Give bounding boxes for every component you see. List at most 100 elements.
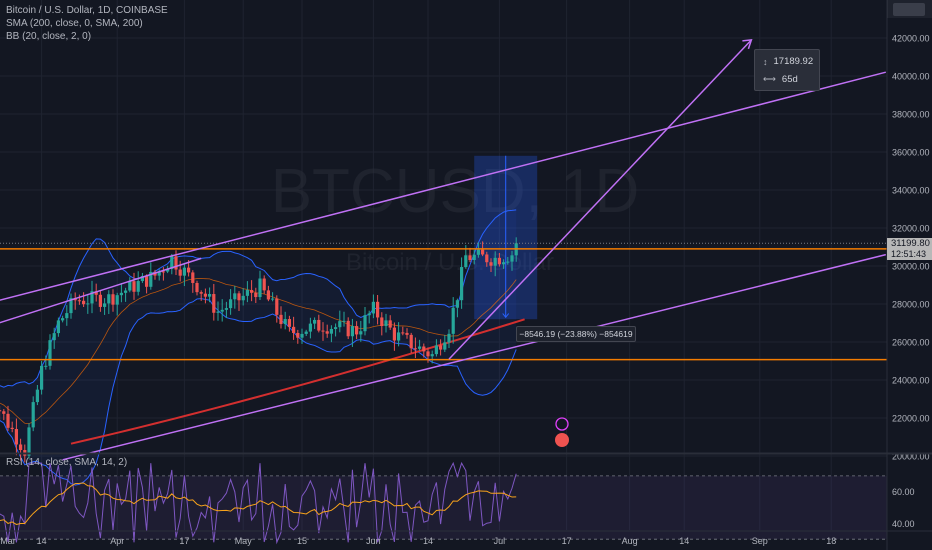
x-tick-label: 14 bbox=[679, 536, 689, 546]
candle-body bbox=[195, 282, 199, 293]
candle-body bbox=[237, 293, 241, 301]
bb-fill bbox=[0, 209, 517, 486]
candle-body bbox=[52, 333, 56, 341]
y-tick-label: 20000.00 bbox=[892, 452, 930, 462]
candle-body bbox=[329, 328, 333, 334]
candle-body bbox=[506, 261, 510, 263]
candle-body bbox=[14, 429, 18, 445]
candle-body bbox=[271, 298, 275, 300]
candle-body bbox=[497, 257, 501, 265]
x-tick-label: Sep bbox=[752, 536, 768, 546]
candle-body bbox=[10, 427, 14, 430]
last-price-tag: 31199.80 12:51:43 bbox=[887, 238, 932, 260]
candle-body bbox=[245, 290, 249, 296]
candle-body bbox=[241, 295, 245, 301]
candle-body bbox=[224, 308, 228, 310]
candle-body bbox=[308, 323, 312, 332]
candle-body bbox=[191, 272, 195, 283]
candle-body bbox=[115, 295, 119, 305]
candle-body bbox=[98, 294, 102, 307]
candle-body bbox=[170, 256, 174, 269]
candle-body bbox=[250, 290, 254, 293]
candle-body bbox=[124, 290, 128, 293]
candle-body bbox=[182, 267, 186, 276]
candle-body bbox=[392, 327, 396, 341]
candle-body bbox=[489, 262, 493, 266]
tooltip-bars: 65d bbox=[781, 74, 798, 85]
candle-body bbox=[418, 346, 422, 349]
grid-lines bbox=[0, 0, 887, 530]
rsi-sma-line bbox=[0, 482, 517, 525]
candle-body bbox=[149, 271, 153, 287]
candle-body bbox=[321, 330, 325, 332]
candle-body bbox=[166, 268, 170, 272]
y-tick-label: 32000.00 bbox=[892, 224, 930, 234]
candle-body bbox=[413, 348, 417, 350]
x-tick-label: 17 bbox=[562, 536, 572, 546]
candle-body bbox=[397, 332, 401, 341]
x-tick-label: May bbox=[235, 536, 253, 546]
vertical-range-icon: ↕ bbox=[763, 56, 768, 67]
bb-legend[interactable]: BB (20, close, 2, 0) bbox=[6, 31, 92, 42]
candle-body bbox=[86, 303, 90, 305]
candle-body bbox=[2, 411, 6, 414]
y-tick-label: 30000.00 bbox=[892, 262, 930, 272]
candle-body bbox=[502, 262, 506, 265]
candle-body bbox=[359, 331, 363, 335]
candle-body bbox=[325, 331, 329, 334]
candle-body bbox=[27, 427, 31, 456]
x-tick-label: 15 bbox=[297, 536, 307, 546]
candles[interactable] bbox=[0, 237, 518, 463]
candle-body bbox=[136, 281, 140, 292]
candle-body bbox=[355, 326, 359, 335]
candle-body bbox=[363, 315, 367, 332]
candle-body bbox=[275, 298, 279, 315]
candle-body bbox=[35, 389, 39, 403]
symbol-watermark: BTCUSD, 1D Bitcoin / U.S. Dollar bbox=[271, 157, 640, 276]
y-tick-label: 22000.00 bbox=[892, 414, 930, 424]
candle-body bbox=[296, 332, 300, 338]
candle-body bbox=[203, 293, 207, 297]
candle-body bbox=[229, 299, 233, 309]
symbol-legend[interactable]: Bitcoin / U.S. Dollar, 1D, COINBASE bbox=[6, 5, 168, 16]
candle-body bbox=[346, 320, 350, 337]
candle-body bbox=[371, 301, 375, 314]
watermark-name: Bitcoin / U.S. Dollar bbox=[346, 249, 554, 276]
candle-body bbox=[69, 298, 73, 314]
candle-body bbox=[31, 402, 35, 428]
rsi-legend[interactable]: RSI (14, close, SMA, 14, 2) bbox=[6, 457, 128, 468]
y-tick-label: 34000.00 bbox=[892, 186, 930, 196]
candle-body bbox=[481, 249, 485, 255]
candle-body bbox=[254, 292, 258, 298]
candle-body bbox=[405, 332, 409, 335]
candle-body bbox=[119, 292, 123, 296]
candle-body bbox=[334, 327, 338, 329]
scale-button[interactable] bbox=[893, 3, 925, 16]
candle-body bbox=[279, 314, 283, 325]
candle-body bbox=[262, 278, 266, 291]
sma-legend[interactable]: SMA (200, close, 0, SMA, 200) bbox=[6, 18, 143, 29]
candle-body bbox=[107, 294, 111, 304]
drawings[interactable] bbox=[0, 39, 887, 461]
candle-body bbox=[426, 351, 430, 357]
candle-body bbox=[140, 276, 144, 282]
candle-body bbox=[90, 291, 94, 304]
candle-body bbox=[317, 319, 321, 331]
x-tick-label: 18 bbox=[826, 536, 836, 546]
rsi-pane bbox=[0, 461, 887, 545]
candle-body bbox=[145, 276, 149, 287]
candle-body bbox=[300, 333, 304, 338]
candle-body bbox=[422, 346, 426, 352]
x-tick-label: 14 bbox=[423, 536, 433, 546]
candle-body bbox=[128, 281, 132, 291]
candle-body bbox=[132, 281, 136, 292]
candle-body bbox=[61, 318, 65, 321]
candle-body bbox=[493, 257, 497, 266]
candle-body bbox=[19, 444, 23, 451]
candle-body bbox=[485, 254, 489, 263]
candle-body bbox=[199, 292, 203, 294]
x-tick-label: Jun bbox=[366, 536, 381, 546]
candle-body bbox=[350, 326, 354, 337]
candle-body bbox=[65, 313, 69, 319]
